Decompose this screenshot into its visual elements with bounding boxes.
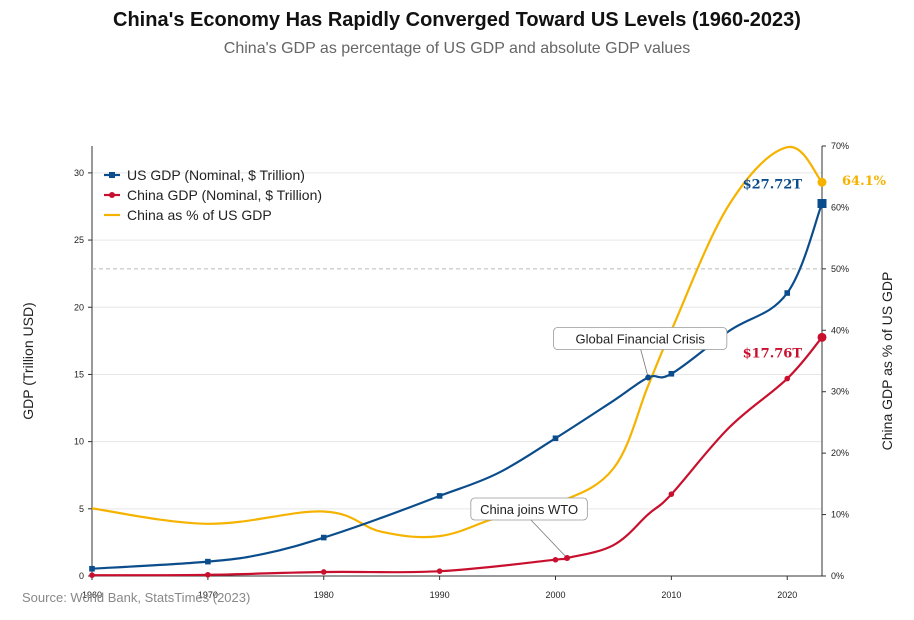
- y-tick-label: 10: [74, 437, 84, 447]
- data-point-china: [784, 375, 791, 382]
- y2-tick-label: 0%: [831, 571, 844, 581]
- data-point-us: [668, 370, 675, 377]
- chart-title: China's Economy Has Rapidly Converged To…: [113, 9, 801, 31]
- x-tick-label: 2010: [661, 590, 681, 600]
- series-line-china: [91, 336, 823, 577]
- data-point-china: [552, 556, 559, 563]
- y-tick-label: 25: [74, 235, 84, 245]
- data-point-china: [320, 569, 327, 575]
- legend-label-us: US GDP (Nominal, $ Trillion): [127, 167, 305, 183]
- end-label-china: $17.76T: [743, 346, 803, 361]
- y-tick-label: 0: [79, 571, 84, 581]
- y2-tick-label: 10%: [831, 510, 849, 520]
- data-point-us: [320, 534, 327, 541]
- annotation-point: [564, 554, 571, 561]
- annotation-label: China joins WTO: [480, 502, 578, 517]
- data-point-us: [436, 493, 443, 499]
- legend-label-china: China GDP (Nominal, $ Trillion): [127, 187, 322, 203]
- end-label-pct: 64.1%: [842, 174, 887, 189]
- annotation-pointer: [528, 517, 568, 559]
- legend-marker-china: [109, 192, 115, 198]
- y-tick-label: 20: [74, 302, 84, 312]
- annotation-point: [645, 374, 652, 381]
- y-axis-label: GDP (Trillion USD): [20, 302, 36, 419]
- y2-tick-label: 20%: [831, 448, 849, 458]
- y-tick-label: 5: [79, 504, 84, 514]
- y-tick-label: 15: [74, 369, 84, 379]
- data-point-china: [205, 571, 211, 578]
- legend-marker-us: [109, 172, 115, 178]
- x-tick-label: 1970: [198, 590, 218, 600]
- data-point-us: [205, 558, 211, 565]
- data-point-china: [668, 491, 675, 497]
- y2-tick-label: 70%: [831, 141, 849, 151]
- y2-tick-label: 30%: [831, 387, 849, 397]
- data-point-us: [89, 565, 95, 572]
- data-point-us: [817, 199, 827, 209]
- annotation-label: Global Financial Crisis: [576, 332, 706, 347]
- x-tick-label: 2000: [545, 590, 565, 600]
- y2-tick-label: 60%: [831, 202, 849, 212]
- x-tick-label: 1960: [82, 590, 102, 600]
- data-point-pct: [817, 177, 827, 187]
- data-point-us: [784, 290, 791, 296]
- y-tick-label: 30: [74, 168, 84, 178]
- series-line-us: [91, 203, 824, 570]
- data-point-china: [817, 332, 827, 342]
- chart-subtitle: China's GDP as percentage of US GDP and …: [223, 40, 691, 57]
- annotation-box: [470, 497, 588, 521]
- y2-tick-label: 40%: [831, 325, 849, 335]
- annotation-box: [553, 327, 728, 350]
- annotation-pointer: [639, 347, 649, 378]
- y2-axis-label: China GDP as % of US GDP: [879, 272, 895, 451]
- y2-tick-label: 50%: [831, 264, 849, 274]
- x-tick-label: 2020: [777, 590, 797, 600]
- x-tick-label: 1980: [314, 590, 334, 600]
- data-point-us: [552, 435, 559, 442]
- source-note: Source: World Bank, StatsTimes (2023): [22, 590, 251, 605]
- data-point-china: [436, 568, 443, 574]
- legend-label-pct: China as % of US GDP: [127, 207, 272, 223]
- x-tick-label: 1990: [430, 590, 450, 600]
- data-point-china: [89, 572, 95, 578]
- end-label-us: $27.72T: [743, 178, 803, 193]
